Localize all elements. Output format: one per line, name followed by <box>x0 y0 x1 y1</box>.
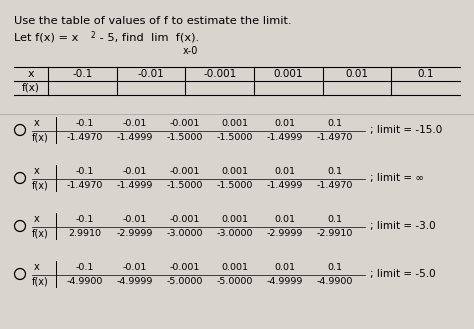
Text: 0.01: 0.01 <box>274 263 295 271</box>
Text: -0.001: -0.001 <box>170 118 200 128</box>
Text: -1.4999: -1.4999 <box>117 181 153 190</box>
Text: ; limit = -5.0: ; limit = -5.0 <box>370 269 436 279</box>
Text: -0.01: -0.01 <box>137 69 164 79</box>
Text: -0.01: -0.01 <box>123 215 147 223</box>
Text: -5.0000: -5.0000 <box>217 276 253 286</box>
Text: -1.5000: -1.5000 <box>217 133 253 141</box>
Text: -0.001: -0.001 <box>170 215 200 223</box>
Text: 0.1: 0.1 <box>418 69 434 79</box>
Text: 2: 2 <box>91 31 96 40</box>
Text: f(x): f(x) <box>32 132 49 142</box>
Text: -1.4970: -1.4970 <box>317 181 353 190</box>
Text: 0.001: 0.001 <box>273 69 303 79</box>
Text: 0.1: 0.1 <box>328 215 343 223</box>
Text: 0.01: 0.01 <box>274 215 295 223</box>
Text: -2.9910: -2.9910 <box>317 229 353 238</box>
Text: -4.9999: -4.9999 <box>267 276 303 286</box>
Text: 0.01: 0.01 <box>346 69 368 79</box>
Text: f(x): f(x) <box>32 180 49 190</box>
Text: -0.01: -0.01 <box>123 118 147 128</box>
Text: x: x <box>34 262 40 272</box>
Text: -4.9999: -4.9999 <box>117 276 153 286</box>
Text: Use the table of values of f to estimate the limit.: Use the table of values of f to estimate… <box>14 16 292 26</box>
Text: -0.1: -0.1 <box>72 69 92 79</box>
Text: 0.01: 0.01 <box>274 166 295 175</box>
Text: -0.1: -0.1 <box>76 118 94 128</box>
Text: -2.9999: -2.9999 <box>267 229 303 238</box>
Text: 0.1: 0.1 <box>328 118 343 128</box>
Text: -0.001: -0.001 <box>203 69 237 79</box>
Text: -1.4970: -1.4970 <box>317 133 353 141</box>
Text: x: x <box>34 214 40 224</box>
Text: ; limit = -3.0: ; limit = -3.0 <box>370 221 436 231</box>
Text: -1.5000: -1.5000 <box>167 181 203 190</box>
Text: x-0: x-0 <box>183 46 199 56</box>
Text: -0.001: -0.001 <box>170 166 200 175</box>
Text: f(x): f(x) <box>32 276 49 286</box>
Text: -0.1: -0.1 <box>76 166 94 175</box>
Text: -1.4970: -1.4970 <box>67 181 103 190</box>
Text: Let f(x) = x: Let f(x) = x <box>14 33 78 43</box>
Text: -4.9900: -4.9900 <box>317 276 353 286</box>
Text: -0.1: -0.1 <box>76 215 94 223</box>
Text: 0.1: 0.1 <box>328 166 343 175</box>
Text: -3.0000: -3.0000 <box>217 229 253 238</box>
Text: -1.4999: -1.4999 <box>267 133 303 141</box>
Text: 0.1: 0.1 <box>328 263 343 271</box>
Text: -4.9900: -4.9900 <box>67 276 103 286</box>
Text: -0.01: -0.01 <box>123 263 147 271</box>
Text: 0.001: 0.001 <box>221 166 248 175</box>
Text: - 5, find  lim  f(x).: - 5, find lim f(x). <box>96 33 199 43</box>
Text: -1.4999: -1.4999 <box>117 133 153 141</box>
Text: ; limit = -15.0: ; limit = -15.0 <box>370 125 442 135</box>
Text: x: x <box>34 118 40 128</box>
Text: 0.001: 0.001 <box>221 215 248 223</box>
Text: f(x): f(x) <box>22 83 40 93</box>
Text: -3.0000: -3.0000 <box>167 229 203 238</box>
Text: -2.9999: -2.9999 <box>117 229 153 238</box>
Text: -5.0000: -5.0000 <box>167 276 203 286</box>
Text: -1.4970: -1.4970 <box>67 133 103 141</box>
Text: -0.1: -0.1 <box>76 263 94 271</box>
Text: 0.001: 0.001 <box>221 118 248 128</box>
Text: -0.001: -0.001 <box>170 263 200 271</box>
Text: x: x <box>34 166 40 176</box>
Text: 0.01: 0.01 <box>274 118 295 128</box>
Text: -0.01: -0.01 <box>123 166 147 175</box>
Text: ; limit = ∞: ; limit = ∞ <box>370 173 424 183</box>
Text: f(x): f(x) <box>32 228 49 238</box>
Text: -1.5000: -1.5000 <box>217 181 253 190</box>
Text: 2.9910: 2.9910 <box>69 229 101 238</box>
Text: -1.4999: -1.4999 <box>267 181 303 190</box>
Text: -1.5000: -1.5000 <box>167 133 203 141</box>
Text: x: x <box>27 69 34 79</box>
Text: 0.001: 0.001 <box>221 263 248 271</box>
